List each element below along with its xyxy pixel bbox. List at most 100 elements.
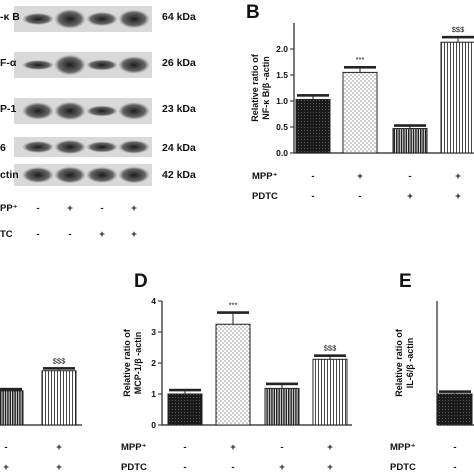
blot-kda-label: 64 kDa bbox=[162, 11, 196, 23]
blot-band bbox=[22, 141, 54, 153]
error-bar-cap bbox=[344, 66, 376, 69]
condition-mark-mpp: + bbox=[230, 442, 236, 453]
error-bar-cap bbox=[169, 388, 201, 392]
blot-band bbox=[54, 166, 86, 184]
y-axis-title: Relative ratio ofNF-κ B/β -actin bbox=[250, 53, 271, 122]
condition-label-pdtc: PDTC bbox=[252, 191, 278, 202]
blot-condition-mark: - bbox=[100, 203, 103, 214]
blot-band bbox=[118, 102, 150, 120]
bar bbox=[167, 393, 203, 426]
y-axis-title: Relative ratio ofMCP-1/β -actin bbox=[122, 328, 143, 397]
condition-mark-mpp: + bbox=[56, 442, 62, 453]
error-bar-cap bbox=[394, 124, 426, 127]
blot-condition-label: TC bbox=[0, 229, 13, 240]
error-bar-cap bbox=[297, 94, 329, 97]
bar bbox=[437, 393, 473, 426]
blot-protein-label: -κ B bbox=[0, 11, 20, 23]
condition-mark-mpp: + bbox=[455, 171, 461, 182]
condition-mark-pdtc: + bbox=[327, 462, 333, 473]
blot-condition-mark: + bbox=[131, 203, 137, 214]
blot-band bbox=[86, 59, 118, 71]
blot-protein-label: F-α bbox=[0, 57, 17, 69]
condition-mark-mpp: - bbox=[408, 171, 411, 182]
y-tick-label: 4 bbox=[151, 296, 156, 306]
blot-protein-label: P-1 bbox=[0, 103, 17, 115]
error-bar-cap bbox=[314, 354, 346, 357]
condition-mark-pdtc: + bbox=[56, 462, 62, 473]
blot-condition-mark: - bbox=[36, 229, 39, 240]
y-tick-label: 1.0 bbox=[276, 96, 288, 106]
chart-panel-e: Relative ratio ofIL-6/β -actin MPP⁺ PDTC - - bbox=[390, 301, 474, 473]
y-axis-title: Relative ratio ofIL-6/β -actin bbox=[394, 328, 415, 397]
significance-label: $$$ bbox=[53, 356, 66, 365]
bar bbox=[0, 390, 24, 426]
bar bbox=[264, 387, 300, 426]
blot-band bbox=[86, 105, 118, 117]
significance-label: *** bbox=[229, 300, 238, 309]
panel-letter-b: B bbox=[246, 2, 260, 23]
western-blot-panel: -κ B 64 kDa F-α 26 kDa P-1 23 kDa 6 24 kDa ctin 4… bbox=[0, 6, 196, 240]
y-tick-label: 2 bbox=[151, 358, 156, 368]
condition-label-pdtc: PDTC bbox=[390, 462, 416, 473]
bar bbox=[41, 370, 77, 426]
condition-mark-mpp: + bbox=[357, 171, 363, 182]
blot-condition-mark: + bbox=[67, 203, 73, 214]
bar bbox=[215, 323, 251, 426]
condition-label-pdtc: PDTC bbox=[121, 462, 147, 473]
error-bar-cap bbox=[439, 390, 471, 393]
condition-label-mpp: MPP⁺ bbox=[121, 442, 147, 453]
significance-label: *** bbox=[356, 55, 365, 64]
condition-mark-pdtc: - bbox=[183, 462, 186, 473]
error-bar-cap bbox=[266, 382, 298, 386]
y-tick-label: 2.0 bbox=[276, 44, 288, 54]
y-tick-label: 0.0 bbox=[276, 148, 288, 158]
condition-mark-mpp: - bbox=[453, 442, 456, 453]
error-bar-cap bbox=[43, 367, 75, 370]
condition-label-mpp: MPP⁺ bbox=[252, 171, 278, 182]
blot-band bbox=[54, 101, 86, 121]
bar bbox=[295, 98, 331, 154]
blot-band bbox=[22, 166, 54, 184]
blot-band bbox=[54, 9, 86, 29]
blot-band bbox=[118, 9, 150, 29]
blot-band bbox=[22, 102, 54, 120]
chart-panel-b: 0.0 0.5 1.0 1.5 2.0 Relative ratio ofNF-κ B/β… bbox=[250, 23, 474, 202]
blot-band bbox=[86, 166, 118, 184]
blot-condition-mark: + bbox=[99, 229, 105, 240]
error-bar-cap bbox=[217, 311, 249, 314]
condition-mark-mpp: + bbox=[327, 442, 333, 453]
blot-kda-label: 24 kDa bbox=[162, 142, 196, 154]
y-tick-label: 1.5 bbox=[276, 70, 288, 80]
condition-mark-pdtc: + bbox=[407, 191, 413, 202]
y-tick-label: 0 bbox=[151, 420, 156, 430]
condition-mark-mpp: - bbox=[4, 442, 7, 453]
y-tick-label: 3 bbox=[151, 327, 156, 337]
significance-label: $$$ bbox=[324, 344, 337, 353]
blot-condition-label: PP⁺ bbox=[0, 203, 18, 214]
blot-condition-mark: + bbox=[131, 229, 137, 240]
condition-mark-pdtc: - bbox=[453, 462, 456, 473]
significance-label: $$$ bbox=[452, 25, 465, 34]
blot-protein-label: ctin bbox=[0, 169, 19, 181]
blot-band bbox=[54, 54, 86, 76]
condition-mark-mpp: - bbox=[183, 442, 186, 453]
y-tick-label: 0.5 bbox=[276, 122, 288, 132]
condition-mark-pdtc: + bbox=[3, 462, 9, 473]
y-tick-label: 1 bbox=[151, 389, 156, 399]
chart-panel-c: $$$ - + + + bbox=[0, 356, 82, 473]
blot-band bbox=[22, 12, 54, 26]
error-bar-cap bbox=[0, 387, 22, 391]
blot-band bbox=[118, 140, 150, 154]
bar bbox=[440, 41, 474, 154]
blot-condition-mark: - bbox=[68, 229, 71, 240]
blot-kda-label: 42 kDa bbox=[162, 169, 196, 181]
blot-band bbox=[118, 166, 150, 184]
condition-mark-pdtc: - bbox=[311, 191, 314, 202]
blot-protein-label: 6 bbox=[0, 142, 6, 154]
condition-mark-pdtc: + bbox=[279, 462, 285, 473]
blot-band bbox=[22, 60, 54, 70]
blot-kda-label: 26 kDa bbox=[162, 57, 196, 69]
blot-kda-label: 23 kDa bbox=[162, 103, 196, 115]
condition-mark-mpp: - bbox=[280, 442, 283, 453]
